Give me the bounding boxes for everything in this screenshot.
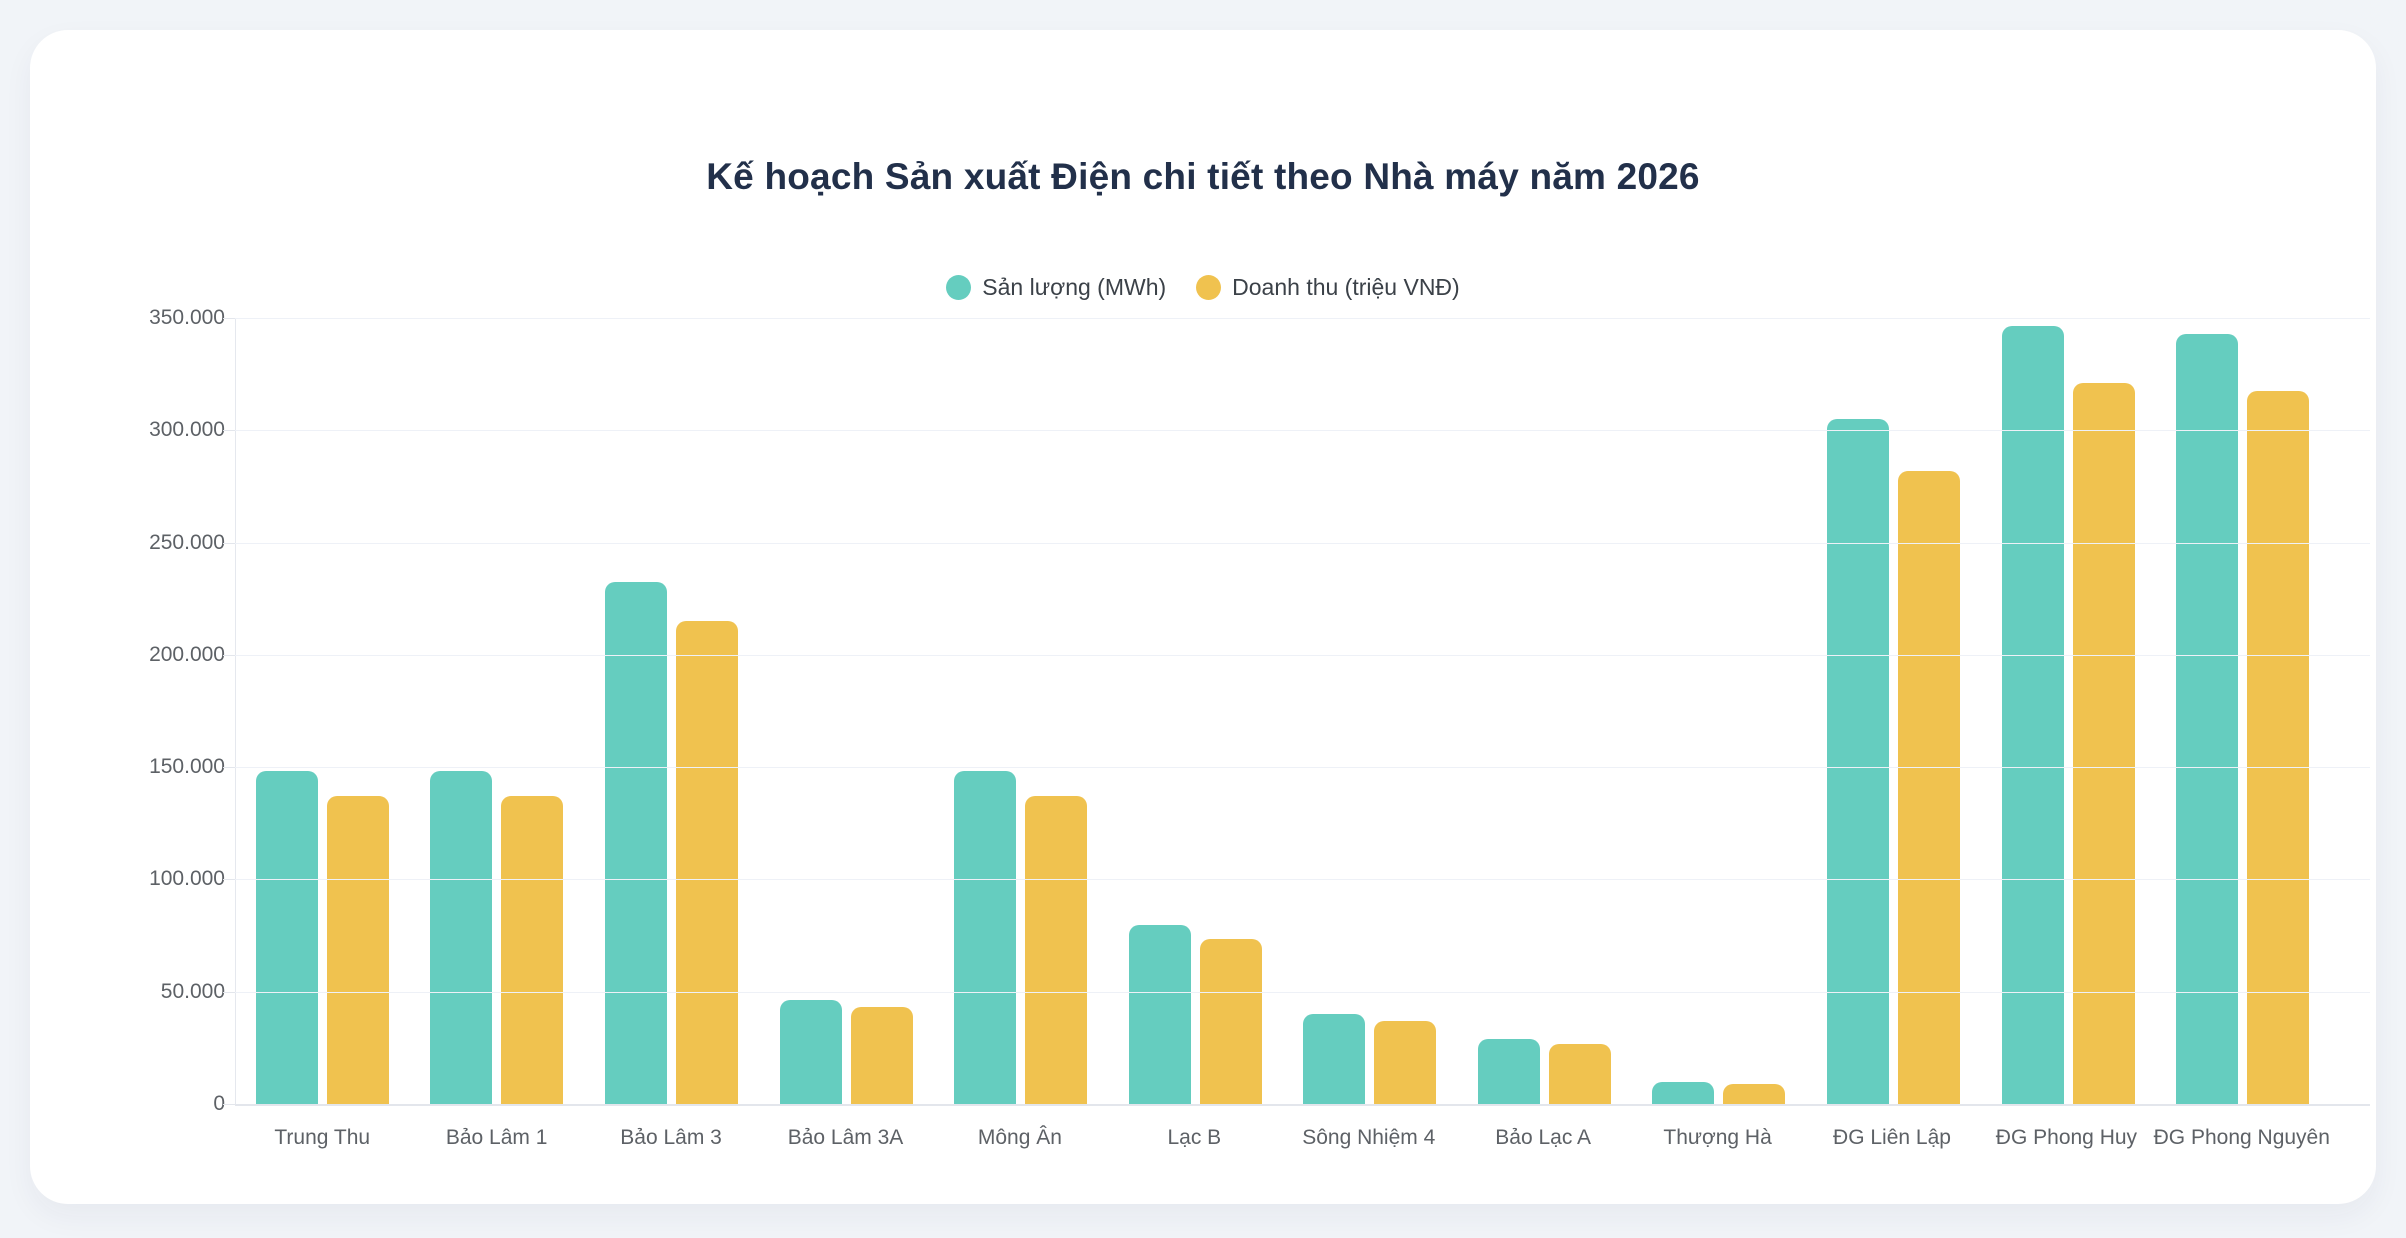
bar-group [235,318,410,1104]
bar-revenue[interactable] [501,796,564,1104]
y-axis-label: 350.000 [149,306,225,329]
y-axis-tick [223,879,235,881]
bar-group [759,318,934,1104]
legend-label-revenue: Doanh thu (triệu VNĐ) [1232,273,1460,300]
x-axis-label: Bảo Lâm 3A [787,1126,904,1149]
x-axis-label: Trung Thu [274,1126,371,1149]
x-axis-label: Bảo Lạc A [1495,1126,1592,1149]
plot-area [223,318,2370,1106]
bar-group [1632,318,1807,1104]
bar-group [1108,318,1283,1104]
revenue-legend-dot-icon [1196,274,1222,300]
x-axis-label: ĐG Liên Lập [1833,1126,1951,1149]
bar-production[interactable] [1652,1081,1715,1104]
chart-title: Kế hoạch Sản xuất Điện chi tiết theo Nhà… [706,156,1700,197]
bar-group [1806,318,1981,1104]
x-axis-label: Sông Nhiệm 4 [1302,1126,1436,1149]
bar-production[interactable] [2001,325,2064,1104]
legend-item-production[interactable]: Sản lượng (MWh) [946,274,1166,301]
bar-revenue[interactable] [2072,383,2135,1104]
y-axis-label: 150.000 [149,755,225,779]
y-axis-tick [223,991,235,993]
bar-revenue[interactable] [1548,1043,1611,1104]
bar-production[interactable] [255,770,318,1104]
bar-revenue[interactable] [2247,391,2310,1104]
x-axis-label: Mông Ân [977,1126,1062,1149]
y-axis-label: 200.000 [149,642,225,666]
y-axis-label: 250.000 [149,530,225,554]
bar-revenue[interactable] [850,1007,913,1104]
bar-production[interactable] [1477,1038,1540,1104]
gridline [235,879,2370,881]
bar-group [933,318,1108,1104]
y-axis-label: 300.000 [149,418,225,442]
gridline [235,430,2370,432]
y-axis-labels: 0 50.000 100.000 150.000 200.000 250.000 300.0… [100,306,225,1115]
y-axis-tick [223,1104,235,1105]
bar-production[interactable] [430,770,493,1104]
y-axis-tick [223,767,235,769]
y-axis-label: 50.000 [160,979,225,1003]
y-axis-label: 100.000 [149,867,225,891]
bar-revenue[interactable] [1199,938,1262,1104]
legend: Sản lượng (MWh) Doanh thu (triệu VNĐ) [30,272,2376,302]
bar-revenue[interactable] [1723,1083,1786,1104]
bar-groups [235,318,2330,1104]
bar-group [1981,318,2156,1104]
bar-revenue[interactable] [1025,796,1088,1104]
bar-group [1457,318,1632,1104]
y-axis-tick [223,542,235,544]
y-axis-label: 0 [213,1092,225,1115]
x-axis-label: Lạc B [1167,1126,1222,1149]
bar-revenue[interactable] [326,796,389,1104]
bar-production[interactable] [1128,925,1191,1104]
bar-production[interactable] [1303,1014,1366,1104]
bar-revenue[interactable] [675,621,738,1104]
y-axis-tick [223,318,235,319]
gridline [235,318,2370,319]
bar-group [2155,318,2330,1104]
y-axis-tick [223,654,235,656]
bar-production[interactable] [604,581,667,1104]
bar-revenue[interactable] [1374,1020,1437,1104]
production-legend-dot-icon [946,274,972,300]
gridline [235,767,2370,769]
bar-production[interactable] [1826,419,1889,1104]
x-axis-label: ĐG Phong Nguyên [2153,1126,2330,1149]
bar-group [410,318,585,1104]
gridline [235,1104,2370,1106]
gridline [235,654,2370,656]
chart-card: Kế hoạch Sản xuất Điện chi tiết theo Nhà… [30,30,2376,1204]
gridline [235,991,2370,993]
x-axis-labels: Trung Thu Bảo Lâm 1 Bảo Lâm 3 Bảo Lâm 3A Môn… [235,1126,2330,1150]
legend-label-production: Sản lượng (MWh) [982,273,1167,300]
bar-group [1282,318,1457,1104]
bar-revenue[interactable] [1897,470,1960,1104]
bar-production[interactable] [954,770,1017,1104]
y-axis-line [235,318,236,1104]
x-axis-label: ĐG Phong Huy [1995,1126,2138,1149]
bar-production[interactable] [779,999,842,1104]
bar-group [584,318,759,1104]
gridline [235,542,2370,544]
legend-item-revenue[interactable]: Doanh thu (triệu VNĐ) [1196,274,1460,301]
x-axis-label: Thượng Hà [1663,1126,1772,1149]
x-axis-label: Bảo Lâm 1 [445,1126,548,1149]
x-axis-label: Bảo Lâm 3 [620,1126,722,1149]
y-axis-tick [223,430,235,432]
bar-production[interactable] [2176,333,2239,1104]
